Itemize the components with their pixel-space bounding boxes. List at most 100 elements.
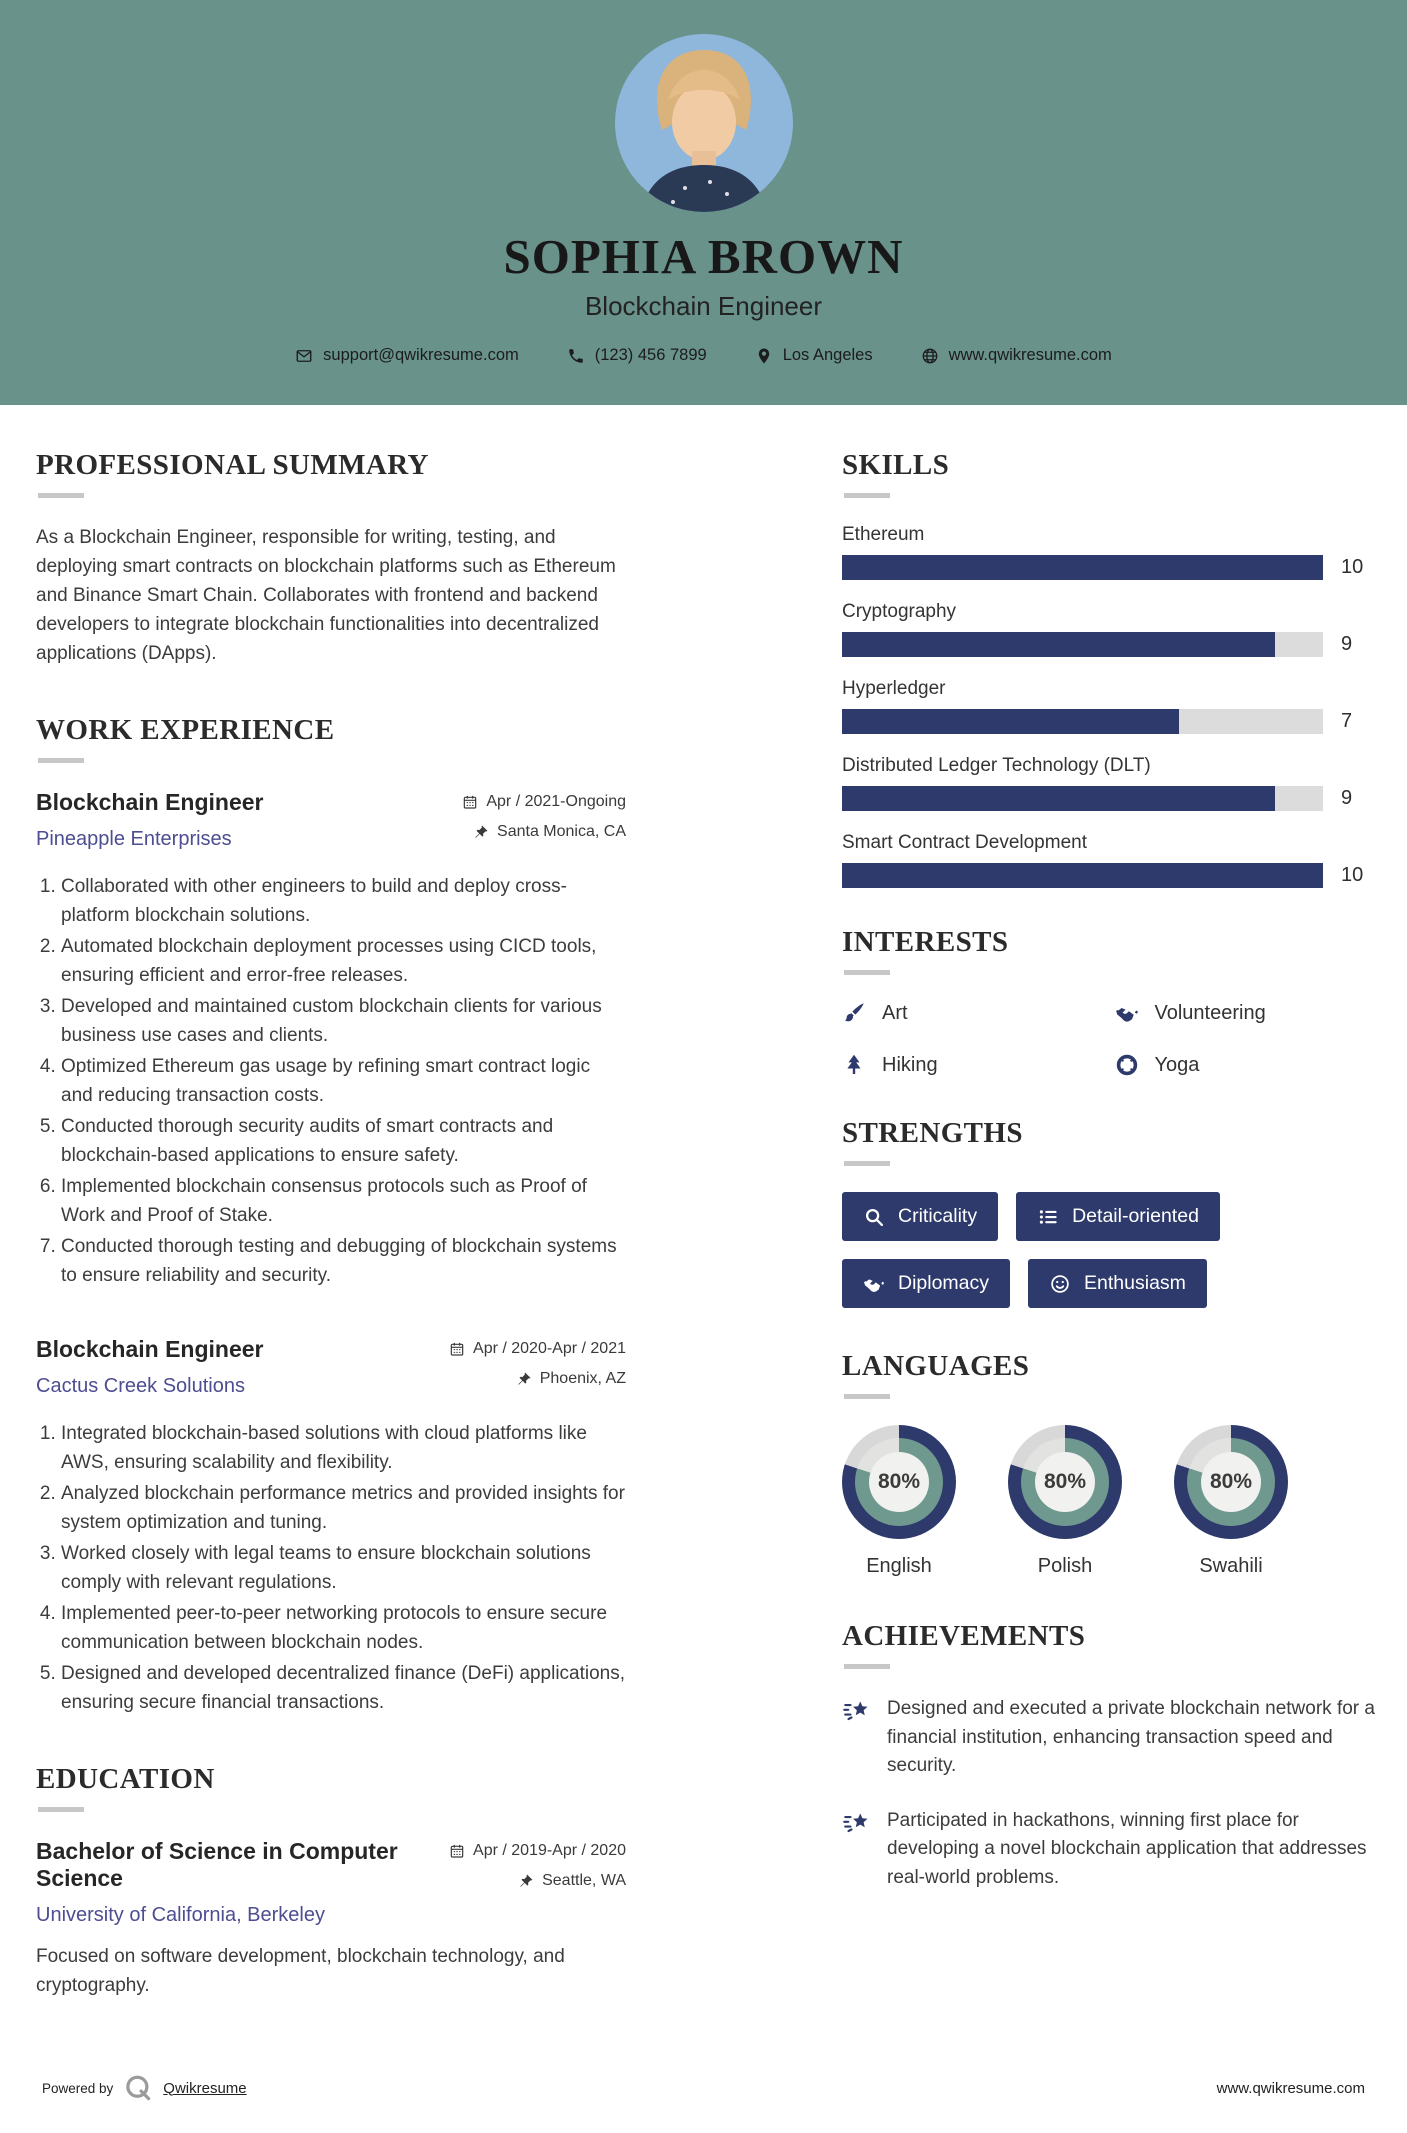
strength-chip: Enthusiasm bbox=[1028, 1259, 1207, 1308]
tree-icon bbox=[842, 1053, 866, 1077]
calendar-icon bbox=[462, 794, 478, 810]
content-columns: PROFESSIONAL SUMMARY As a Blockchain Eng… bbox=[0, 405, 1407, 2047]
section-achievements: ACHIEVEMENTS Designed and executed a pri… bbox=[842, 1620, 1377, 1892]
skill-bar-track bbox=[842, 709, 1323, 734]
star-shooting-icon bbox=[842, 1809, 872, 1839]
language-label: Polish bbox=[1037, 1555, 1093, 1577]
header: SOPHIA BROWN Blockchain Engineer support… bbox=[0, 0, 1407, 405]
interest-item: Art bbox=[842, 1001, 1105, 1025]
calendar-icon bbox=[449, 1341, 465, 1357]
section-heading: ACHIEVEMENTS bbox=[842, 1620, 1086, 1652]
star-shooting-icon bbox=[842, 1697, 872, 1727]
handshake-icon bbox=[863, 1273, 885, 1295]
heading-underline bbox=[844, 1394, 890, 1399]
smiley-icon bbox=[1049, 1273, 1071, 1295]
language-percent: 80% bbox=[869, 1452, 929, 1512]
strength-label: Diplomacy bbox=[898, 1272, 990, 1294]
skill-bar: 7 bbox=[842, 709, 1377, 734]
skill-row: Distributed Ledger Technology (DLT) 9 bbox=[842, 755, 1377, 811]
skill-bar-fill bbox=[842, 786, 1275, 811]
job-entry: Blockchain Engineer Cactus Creek Solutio… bbox=[36, 1336, 626, 1717]
achievement-item: Designed and executed a private blockcha… bbox=[842, 1695, 1377, 1781]
education-dates: Apr / 2019-Apr / 2020 bbox=[449, 1842, 626, 1860]
language-donut-inner-ring: 80% bbox=[1187, 1438, 1275, 1526]
heading-underline bbox=[844, 1161, 890, 1166]
heading-underline bbox=[38, 1807, 84, 1813]
lifebuoy-icon bbox=[1115, 1053, 1139, 1077]
section-heading: WORK EXPERIENCE bbox=[36, 714, 335, 747]
section-interests: INTERESTS Art Volunteering Hiking Yoga bbox=[842, 926, 1377, 1077]
interest-item: Hiking bbox=[842, 1053, 1105, 1077]
skill-row: Ethereum 10 bbox=[842, 524, 1377, 580]
interest-label: Volunteering bbox=[1154, 1001, 1266, 1024]
skill-name: Smart Contract Development bbox=[842, 832, 1087, 853]
candidate-title: Blockchain Engineer bbox=[584, 291, 823, 321]
left-column: PROFESSIONAL SUMMARY As a Blockchain Eng… bbox=[36, 449, 626, 2047]
section-languages: LANGUAGES 80% English 80% Polish 80% Swahili bbox=[842, 1350, 1377, 1578]
contact-website-text: www.qwikresume.com bbox=[948, 346, 1112, 364]
profile-photo bbox=[614, 34, 793, 212]
education-school: University of California, Berkeley bbox=[36, 1904, 325, 1927]
skill-bar-fill bbox=[842, 709, 1179, 734]
language-donut: 80% bbox=[1008, 1425, 1122, 1539]
language-donut: 80% bbox=[842, 1425, 956, 1539]
contact-phone: (123) 456 7899 bbox=[567, 346, 707, 365]
job-title: Blockchain Engineer bbox=[36, 789, 264, 816]
job-header: Blockchain Engineer Pineapple Enterprise… bbox=[36, 789, 626, 851]
job-dates-text: Apr / 2021-Ongoing bbox=[486, 793, 626, 811]
languages-row: 80% English 80% Polish 80% Swahili bbox=[842, 1425, 1377, 1578]
interest-item: Volunteering bbox=[1115, 1001, 1378, 1025]
qwikresume-link[interactable]: Qwikresume bbox=[163, 2079, 247, 2097]
strength-label: Detail-oriented bbox=[1072, 1205, 1199, 1227]
interest-label: Art bbox=[882, 1001, 908, 1024]
skill-bar-fill bbox=[842, 632, 1275, 657]
strengths-list: Criticality Detail-oriented Diplomacy Enthu… bbox=[842, 1192, 1377, 1308]
education-header: Bachelor of Science in Computer Science … bbox=[36, 1838, 626, 1927]
language-donut-inner-ring: 80% bbox=[1021, 1438, 1109, 1526]
skill-bar-track bbox=[842, 786, 1323, 811]
candidate-name: SOPHIA BROWN bbox=[503, 229, 904, 284]
skill-bar: 9 bbox=[842, 786, 1377, 811]
bullet-item: Conducted thorough security audits of sm… bbox=[61, 1113, 626, 1170]
skill-bar: 10 bbox=[842, 863, 1377, 888]
section-skills: SKILLS Ethereum 10 Cryptography 9 Hyperledge… bbox=[842, 449, 1377, 888]
job-location: Phoenix, AZ bbox=[516, 1370, 626, 1388]
skill-name: Distributed Ledger Technology (DLT) bbox=[842, 755, 1151, 776]
job-dates: Apr / 2020-Apr / 2021 bbox=[449, 1340, 626, 1358]
section-heading: SKILLS bbox=[842, 449, 950, 481]
contact-email-text: support@qwikresume.com bbox=[323, 346, 519, 364]
skill-row: Hyperledger 7 bbox=[842, 678, 1377, 734]
section-heading: STRENGTHS bbox=[842, 1117, 1023, 1149]
achievements-list: Designed and executed a private blockcha… bbox=[842, 1695, 1377, 1892]
skill-bar-track bbox=[842, 555, 1323, 580]
skill-row: Smart Contract Development 10 bbox=[842, 832, 1377, 888]
bullet-item: Implemented peer-to-peer networking prot… bbox=[61, 1600, 626, 1657]
education-meta: Apr / 2019-Apr / 2020 Seattle, WA bbox=[449, 1838, 626, 1890]
strength-chip: Criticality bbox=[842, 1192, 999, 1241]
skill-score: 9 bbox=[1341, 633, 1353, 655]
bullet-item: Analyzed blockchain performance metrics … bbox=[61, 1480, 626, 1537]
pushpin-icon bbox=[473, 824, 489, 840]
strength-label: Enthusiasm bbox=[1084, 1272, 1186, 1294]
skill-bar-track bbox=[842, 632, 1323, 657]
job-location-text: Phoenix, AZ bbox=[539, 1370, 626, 1388]
section-heading: EDUCATION bbox=[36, 1763, 215, 1796]
section-education: EDUCATION Bachelor of Science in Compute… bbox=[36, 1763, 626, 2001]
bullet-item: Collaborated with other engineers to bui… bbox=[61, 873, 626, 930]
interest-label: Hiking bbox=[882, 1053, 938, 1076]
search-icon bbox=[863, 1206, 885, 1228]
profile-photo-placeholder bbox=[614, 34, 793, 212]
language-percent: 80% bbox=[1201, 1452, 1261, 1512]
education-location: Seattle, WA bbox=[518, 1872, 626, 1890]
phone-icon bbox=[567, 347, 585, 365]
skill-score: 10 bbox=[1341, 864, 1364, 886]
qwikresume-logo-icon bbox=[123, 2073, 153, 2103]
bullet-item: Conducted thorough testing and debugging… bbox=[61, 1233, 626, 1290]
job-location: Santa Monica, CA bbox=[473, 823, 626, 841]
job-company: Pineapple Enterprises bbox=[36, 828, 232, 851]
map-pin-icon bbox=[755, 347, 773, 365]
job-title: Blockchain Engineer bbox=[36, 1336, 264, 1363]
section-heading: PROFESSIONAL SUMMARY bbox=[36, 449, 429, 481]
job-meta: Apr / 2021-Ongoing Santa Monica, CA bbox=[462, 789, 626, 841]
job-location-text: Santa Monica, CA bbox=[497, 823, 626, 841]
